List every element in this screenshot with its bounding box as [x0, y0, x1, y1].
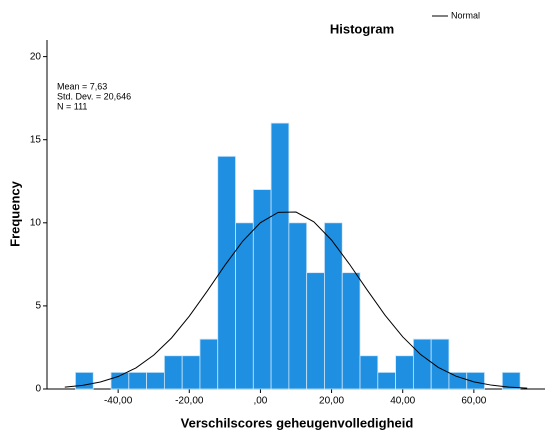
annotation: Mean = 7,63: [57, 81, 107, 91]
normal-curve: [64, 211, 528, 389]
bar: [324, 222, 343, 390]
bar: [430, 338, 450, 390]
chart-title: Histogram: [330, 21, 394, 36]
bar: [146, 371, 165, 390]
bar: [448, 371, 468, 390]
bar: [466, 371, 485, 390]
bar: [199, 338, 219, 390]
x-tick-label: -20,00: [175, 396, 204, 407]
y-tick-label: 5: [35, 301, 41, 312]
bar: [412, 338, 432, 390]
x-axis-label: Verschilscores geheugenvolledigheid: [181, 415, 414, 430]
bar: [288, 222, 308, 390]
bar: [395, 355, 414, 390]
x-tick-label: 60,00: [461, 396, 486, 407]
bar: [75, 371, 94, 390]
annotation: Std. Dev. = 20,646: [57, 91, 131, 101]
annotation: N = 111: [57, 101, 87, 111]
x-tick-label: 20,00: [319, 396, 344, 407]
bar: [270, 122, 290, 390]
bar: [341, 272, 361, 390]
y-tick-label: 10: [30, 217, 42, 228]
bar: [110, 371, 130, 390]
y-tick-label: 0: [35, 384, 41, 395]
bar: [252, 189, 272, 390]
bar: [501, 371, 521, 390]
bar: [181, 355, 201, 390]
x-tick-label: ,00: [253, 396, 267, 407]
y-tick-label: 20: [30, 51, 42, 62]
x-tick-label: 40,00: [390, 396, 415, 407]
bar: [163, 355, 183, 390]
legend-label: Normal: [451, 10, 480, 20]
bar: [128, 371, 148, 390]
bar: [306, 272, 325, 390]
bar: [359, 355, 379, 390]
bar: [377, 371, 397, 390]
y-axis-label: Frequency: [7, 180, 22, 247]
y-tick-label: 15: [30, 134, 42, 145]
x-tick-label: -40,00: [104, 396, 133, 407]
